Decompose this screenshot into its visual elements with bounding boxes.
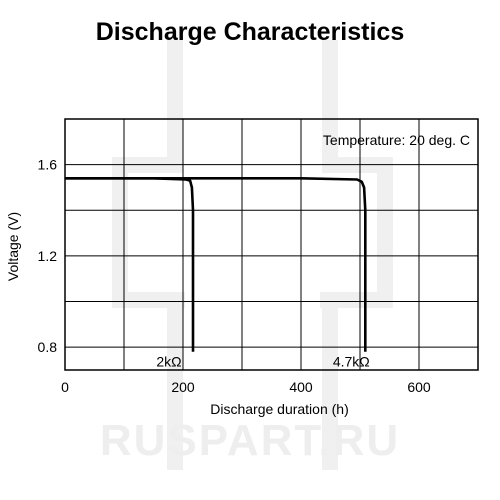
x-tick-label: 600 xyxy=(407,379,431,395)
x-tick-label: 400 xyxy=(289,379,313,395)
y-tick-label: 0.8 xyxy=(38,339,58,355)
temperature-annotation: Temperature: 20 deg. C xyxy=(323,132,470,148)
series-label-2k: 2kΩ xyxy=(156,354,181,370)
y-tick-label: 1.2 xyxy=(38,248,58,264)
plot-frame xyxy=(64,118,479,371)
x-tick-label: 0 xyxy=(61,379,69,395)
x-axis-label: Discharge duration (h) xyxy=(210,401,349,417)
y-axis-label: Voltage (V) xyxy=(5,212,21,281)
watermark-text: RUSPART.RU xyxy=(100,416,400,465)
grid-lines xyxy=(65,119,478,370)
tick-labels: 0 200 400 600 0.8 1.2 1.6 xyxy=(38,157,431,395)
x-tick-label: 200 xyxy=(171,379,195,395)
chart-title: Discharge Characteristics xyxy=(96,18,404,46)
series-lines xyxy=(65,177,367,352)
series-label-4-7k: 4.7kΩ xyxy=(333,354,370,370)
y-tick-label: 1.6 xyxy=(38,157,58,173)
series-line-1 xyxy=(65,177,367,352)
